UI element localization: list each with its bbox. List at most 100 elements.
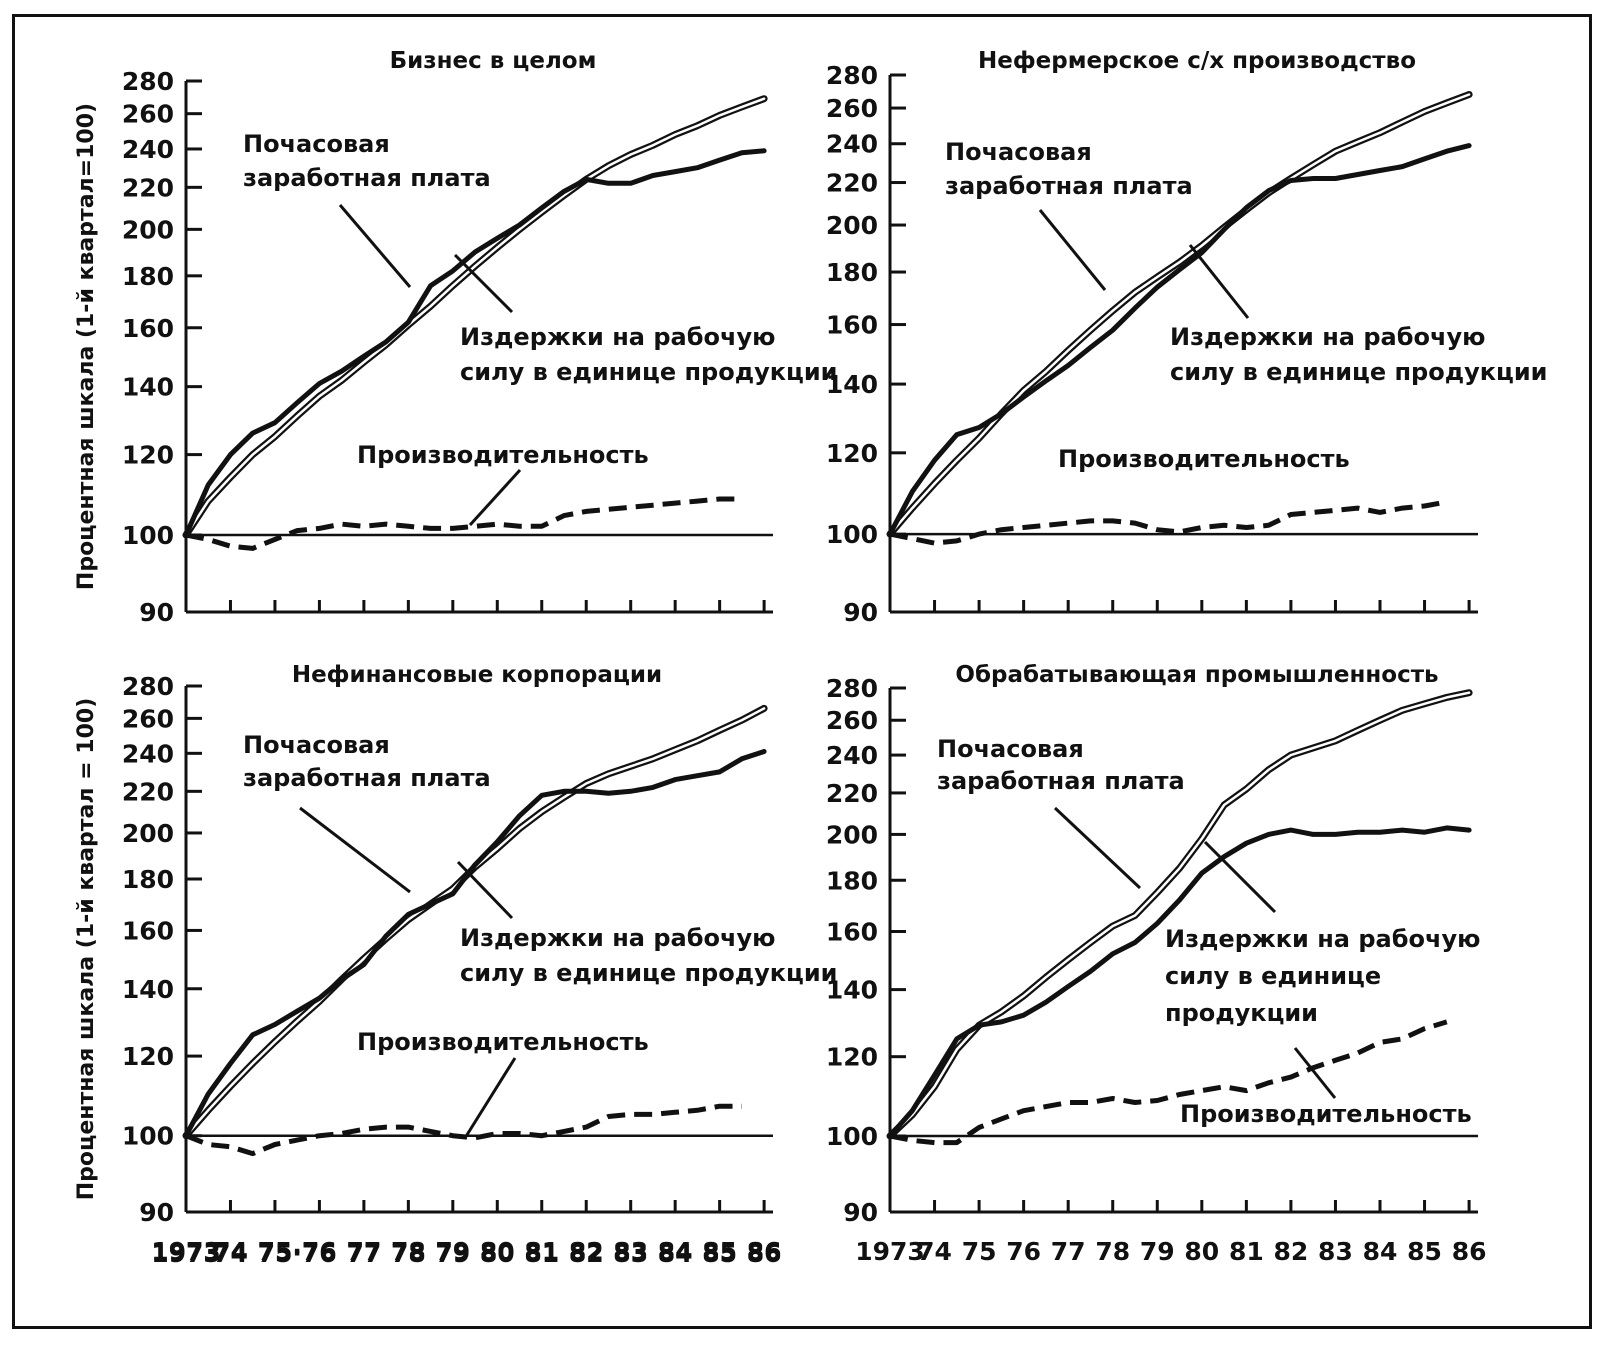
series-line-unit-labor-cost bbox=[183, 148, 767, 538]
annotation-label: Производительность bbox=[357, 441, 649, 469]
y-tick-label: 240 bbox=[826, 130, 878, 159]
y-tick-label: 120 bbox=[122, 1042, 174, 1071]
y-tick-label: 90 bbox=[843, 1198, 878, 1227]
y-tick-label: 160 bbox=[122, 916, 174, 945]
y-tick-label: 200 bbox=[826, 211, 878, 240]
y-tick-label: 220 bbox=[826, 169, 878, 198]
y-tick-label: 200 bbox=[122, 819, 174, 848]
annotation-leader-line bbox=[456, 860, 514, 920]
y-tick-label: 120 bbox=[826, 439, 878, 468]
y-tick-label: 260 bbox=[826, 94, 878, 123]
x-tick-label: 84 bbox=[658, 1239, 693, 1268]
y-tick-label: 140 bbox=[122, 373, 174, 402]
series-line-productivity bbox=[185, 496, 742, 551]
x-tick-label: 86 bbox=[747, 1237, 782, 1266]
y-tick-label: 180 bbox=[122, 865, 174, 894]
annotation-label: заработная плата bbox=[243, 764, 491, 792]
panel-title: Нефермерское с/х производство bbox=[978, 48, 1416, 74]
x-tick-label: 79 bbox=[435, 1237, 470, 1266]
x-tick-label: 82 bbox=[1274, 1237, 1309, 1266]
x-tick-label: 80 bbox=[1184, 1237, 1219, 1266]
x-tick-label: 75·76 bbox=[258, 1237, 337, 1266]
y-tick-label: 240 bbox=[122, 739, 174, 768]
x-tick-label: 79 bbox=[1140, 1237, 1175, 1266]
annotation-label: Издержки на рабочую bbox=[1165, 925, 1480, 953]
annotation-label: заработная плата bbox=[945, 172, 1193, 200]
x-tick-label: 85 bbox=[702, 1237, 737, 1266]
x-tick-label: 1973 bbox=[151, 1239, 221, 1268]
panel-title: Нефинансовые корпорации bbox=[292, 662, 662, 688]
x-tick-label: 81 bbox=[1229, 1237, 1264, 1266]
y-tick-label: 180 bbox=[122, 262, 174, 291]
annotation-leader-line bbox=[453, 253, 514, 314]
annotation-label: продукции bbox=[1165, 999, 1318, 1027]
y-tick-label: 100 bbox=[122, 1122, 174, 1151]
y-tick-label: 200 bbox=[122, 215, 174, 244]
x-tick-label: 79 bbox=[435, 1239, 470, 1268]
x-tick-label: 78 bbox=[1095, 1237, 1130, 1266]
x-tick-label: 1973 bbox=[855, 1237, 925, 1266]
x-tick-label: 77 bbox=[346, 1239, 381, 1268]
x-tick-label: 80 bbox=[480, 1237, 515, 1266]
y-axis-label: Процентная шкала (1-й квартал=100) bbox=[74, 103, 99, 590]
annotation-label: Производительность bbox=[1058, 445, 1350, 473]
panel-title: Бизнес в целом bbox=[390, 48, 597, 74]
y-tick-label: 120 bbox=[826, 1043, 878, 1072]
annotation-leader-line bbox=[1188, 244, 1250, 319]
x-tick-label: 83 bbox=[613, 1237, 648, 1266]
y-tick-label: 260 bbox=[122, 100, 174, 129]
annotation-label: заработная плата bbox=[243, 164, 491, 192]
x-tick-label: 82 bbox=[569, 1237, 604, 1266]
annotation-leader-line bbox=[1038, 209, 1107, 291]
y-tick-label: 100 bbox=[122, 521, 174, 550]
x-tick-label: 76 bbox=[1006, 1237, 1041, 1266]
annotation-leader-line bbox=[463, 1057, 517, 1139]
y-tick-label: 280 bbox=[122, 67, 174, 96]
annotation-leader-line bbox=[299, 806, 411, 894]
y-tick-label: 260 bbox=[826, 706, 878, 735]
annotation-label: Производительность bbox=[357, 1028, 649, 1056]
y-tick-label: 90 bbox=[139, 598, 174, 627]
series-line-wage-inner bbox=[888, 691, 1471, 1138]
y-tick-label: 280 bbox=[826, 61, 878, 90]
y-tick-label: 280 bbox=[826, 674, 878, 703]
y-tick-label: 180 bbox=[826, 258, 878, 287]
x-tick-label: 75·76 bbox=[258, 1239, 337, 1268]
y-tick-label: 220 bbox=[122, 777, 174, 806]
annotation-label: Почасовая bbox=[945, 138, 1092, 166]
series-line-wage-inner bbox=[888, 93, 1471, 536]
x-tick-label: 80 bbox=[480, 1239, 515, 1268]
series-line-productivity bbox=[185, 1103, 742, 1157]
y-tick-label: 140 bbox=[826, 976, 878, 1005]
series-line-productivity bbox=[889, 1019, 1448, 1146]
x-tick-label: 84 bbox=[1363, 1237, 1398, 1266]
annotation-leader-line bbox=[338, 204, 412, 288]
y-axis-label: Процентная шкала (1-й квартал = 100) bbox=[74, 698, 99, 1201]
chart-figure: Бизнес в целом 280 260 240 220 200 180 160 140 12… bbox=[74, 48, 1547, 1268]
x-tick-label: 86 bbox=[747, 1239, 782, 1268]
x-tick-label: 85 bbox=[1407, 1237, 1442, 1266]
x-tick-label: 75 bbox=[962, 1237, 997, 1266]
y-tick-label: 90 bbox=[139, 1198, 174, 1227]
x-tick-label: 74 bbox=[917, 1237, 952, 1266]
series-line-unit-labor-cost bbox=[887, 143, 1472, 537]
x-tick-label: 85 bbox=[702, 1239, 737, 1268]
annotation-label: заработная плата bbox=[937, 767, 1185, 795]
y-tick-label: 160 bbox=[826, 311, 878, 340]
y-tick-label: 240 bbox=[122, 135, 174, 164]
series-line-unit-labor-cost bbox=[887, 825, 1472, 1139]
figure-frame: Бизнес в целом 280 260 240 220 200 180 160 140 12… bbox=[12, 14, 1592, 1329]
annotation-label: Почасовая bbox=[937, 735, 1084, 763]
y-tick-label: 220 bbox=[826, 779, 878, 808]
annotation-label: силу в единице продукции bbox=[460, 358, 837, 386]
annotation-label: Издержки на рабочую bbox=[460, 924, 775, 952]
x-tick-label: 77 bbox=[346, 1237, 381, 1266]
x-tick-label: 78 bbox=[391, 1237, 426, 1266]
x-tick-label: 84 bbox=[658, 1237, 693, 1266]
annotation-leader-line bbox=[1203, 840, 1277, 914]
x-tick-label: 81 bbox=[524, 1237, 559, 1266]
y-tick-label: 100 bbox=[826, 520, 878, 549]
annotation-label: силу в единице bbox=[1165, 962, 1381, 990]
annotation-label: Почасовая bbox=[243, 130, 390, 158]
y-tick-label: 160 bbox=[122, 314, 174, 343]
